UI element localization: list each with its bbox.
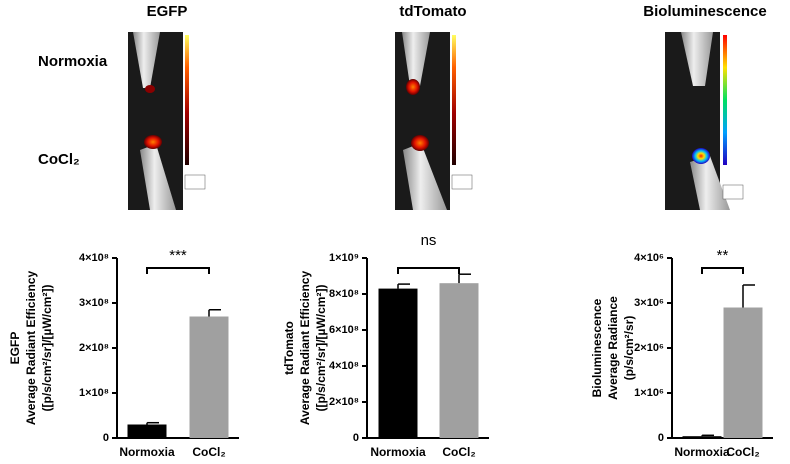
y-tick-label: 1×10⁸ xyxy=(79,387,109,399)
tdtomato-image xyxy=(395,32,473,210)
y-tick-label: 0 xyxy=(658,432,664,444)
bar xyxy=(127,424,167,438)
row-label: CoCl₂ xyxy=(38,151,80,168)
significance-label: ns xyxy=(421,232,437,249)
bar xyxy=(723,307,763,438)
significance-bracket xyxy=(397,267,460,274)
bar xyxy=(189,316,229,438)
y-tick-label: 1×10⁹ xyxy=(329,252,359,264)
x-tick-label: Normoxia xyxy=(370,445,426,459)
y-axis-label: (p/s/cm²/sr) xyxy=(622,316,636,381)
y-tick-label: 4×10⁶ xyxy=(634,252,664,264)
bar-chart: 0 1×10⁸ 2×10⁸ 3×10⁸ 4×10⁸ EGFP Average Radiant… xyxy=(8,247,239,459)
y-axis-label: Average Radiant Efficiency xyxy=(24,271,38,426)
bar xyxy=(682,436,722,438)
x-tick-label: Normoxia xyxy=(119,445,175,459)
bioluminescence-image xyxy=(665,32,744,210)
x-tick-label: CoCl₂ xyxy=(442,445,475,459)
significance-label: *** xyxy=(169,247,187,264)
y-tick-label: 8×10⁸ xyxy=(329,288,359,300)
significance-bracket xyxy=(146,267,210,274)
x-tick-label: CoCl₂ xyxy=(726,445,759,459)
bar xyxy=(439,283,479,438)
image-panels: EGFP tdTomato Bioluminescence Normoxia C… xyxy=(38,3,767,210)
y-tick-label: 2×10⁸ xyxy=(79,342,109,354)
y-axis-label: Average Radiant Efficiency xyxy=(298,271,312,426)
y-axis-label: Bioluminescence xyxy=(590,298,604,397)
x-tick-label: Normoxia xyxy=(674,445,730,459)
y-axis-label: tdTomato xyxy=(282,321,296,375)
y-tick-label: 0 xyxy=(353,432,359,444)
bar-chart: 0 1×10⁶ 2×10⁶ 3×10⁶ 4×10⁶ Bioluminescence Aver… xyxy=(590,247,773,459)
significance-label: ** xyxy=(717,247,729,264)
panel-title: Bioluminescence xyxy=(643,3,766,20)
x-tick-label: CoCl₂ xyxy=(192,445,225,459)
y-tick-label: 1×10⁶ xyxy=(634,387,664,399)
row-label: Normoxia xyxy=(38,53,108,70)
y-axis-label: EGFP xyxy=(8,332,22,365)
y-tick-label: 0 xyxy=(103,432,109,444)
egfp-image xyxy=(128,32,206,210)
y-tick-label: 3×10⁸ xyxy=(79,297,109,309)
y-tick-label: 3×10⁶ xyxy=(634,297,664,309)
panel-title: EGFP xyxy=(147,3,188,20)
y-tick-label: 2×10⁸ xyxy=(329,396,359,408)
y-tick-label: 2×10⁶ xyxy=(634,342,664,354)
y-axis-label: ([p/s/cm²/sr]/[µW/cm²]) xyxy=(40,285,54,412)
y-tick-label: 6×10⁸ xyxy=(329,324,359,336)
bar xyxy=(378,288,418,438)
significance-bracket xyxy=(701,267,744,274)
y-axis-label: Average Radiance xyxy=(606,296,620,400)
y-axis-label: ([p/s/cm²/sr]/[µW/cm²]) xyxy=(314,285,328,412)
y-tick-label: 4×10⁸ xyxy=(79,252,109,264)
bar-chart: 0 2×10⁸ 4×10⁸ 6×10⁸ 8×10⁸ 1×10⁹ tdTomato Averag… xyxy=(282,232,489,459)
y-tick-label: 4×10⁸ xyxy=(329,360,359,372)
panel-title: tdTomato xyxy=(399,3,466,20)
